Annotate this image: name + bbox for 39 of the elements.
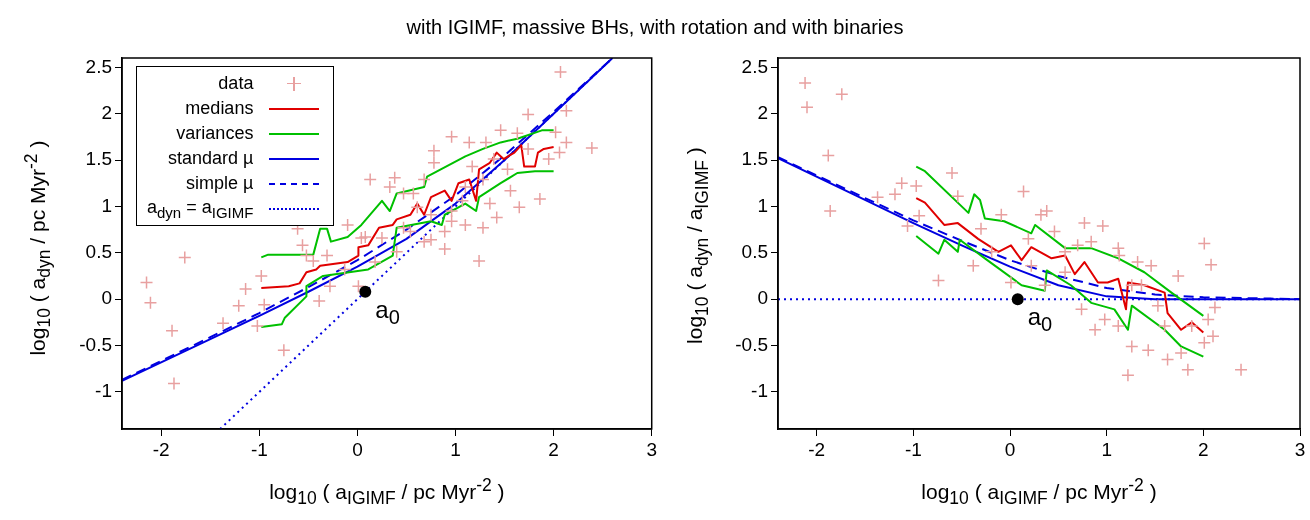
y-tick-label: -1	[95, 380, 112, 402]
x-tick-label: -2	[808, 438, 826, 460]
legend-label: medians	[185, 98, 254, 119]
x-axis-title: log$_{10}$ ( a$_{IGIMF}$ / pc Myr$^{-2}$ )	[920, 475, 1158, 510]
x-tick-label: -1	[904, 438, 922, 460]
chart-title: with IGIMF, massive BHs, with rotation and with binaries	[405, 16, 905, 39]
legend-label: data	[218, 73, 254, 94]
x-tick-label: 1	[1101, 438, 1112, 460]
y-tick-label: 2.5	[85, 55, 112, 77]
y-tick-label: 1.5	[741, 148, 768, 170]
legend-label: variances	[176, 123, 254, 144]
x-tick-label: 2	[1198, 438, 1209, 460]
x-tick-label: 2	[548, 438, 559, 460]
y-tick-label: 1	[101, 194, 112, 216]
y-tick-label: -0.5	[735, 333, 768, 355]
y-tick-label: 0	[757, 287, 768, 309]
x-tick-label: 1	[450, 438, 461, 460]
x-tick-label: -2	[152, 438, 170, 460]
x-tick-label: 3	[1294, 438, 1306, 460]
y-tick-label: 2	[757, 101, 768, 123]
y-tick-label: 0	[101, 287, 112, 309]
y-tick-label: 0.5	[85, 241, 112, 263]
y-tick-label: 0.5	[741, 241, 768, 263]
legend-label: a$_{dyn}$ = a$_{IGIMF}$	[147, 196, 254, 221]
x-tick-label: -1	[250, 438, 268, 460]
y-tick-label: 1	[757, 194, 768, 216]
y-tick-label: 2	[101, 101, 112, 123]
y-tick-label: -0.5	[79, 333, 112, 355]
y-tick-label: -1	[751, 380, 768, 402]
y-tick-label: 2.5	[741, 55, 768, 77]
legend-label: standard µ	[167, 148, 254, 169]
x-tick-label: 0	[1004, 438, 1016, 460]
y-tick-label: 1.5	[85, 148, 112, 170]
annotation: a$_{0}$	[375, 295, 400, 329]
x-axis-title: log$_{10}$ ( a$_{IGIMF}$ / pc Myr$^{-2}$ )	[268, 475, 506, 510]
legend-label: simple µ	[186, 173, 254, 194]
x-tick-label: 3	[646, 438, 658, 460]
x-tick-label: 0	[352, 438, 363, 460]
annotation: a$_{0}$	[1027, 303, 1053, 336]
